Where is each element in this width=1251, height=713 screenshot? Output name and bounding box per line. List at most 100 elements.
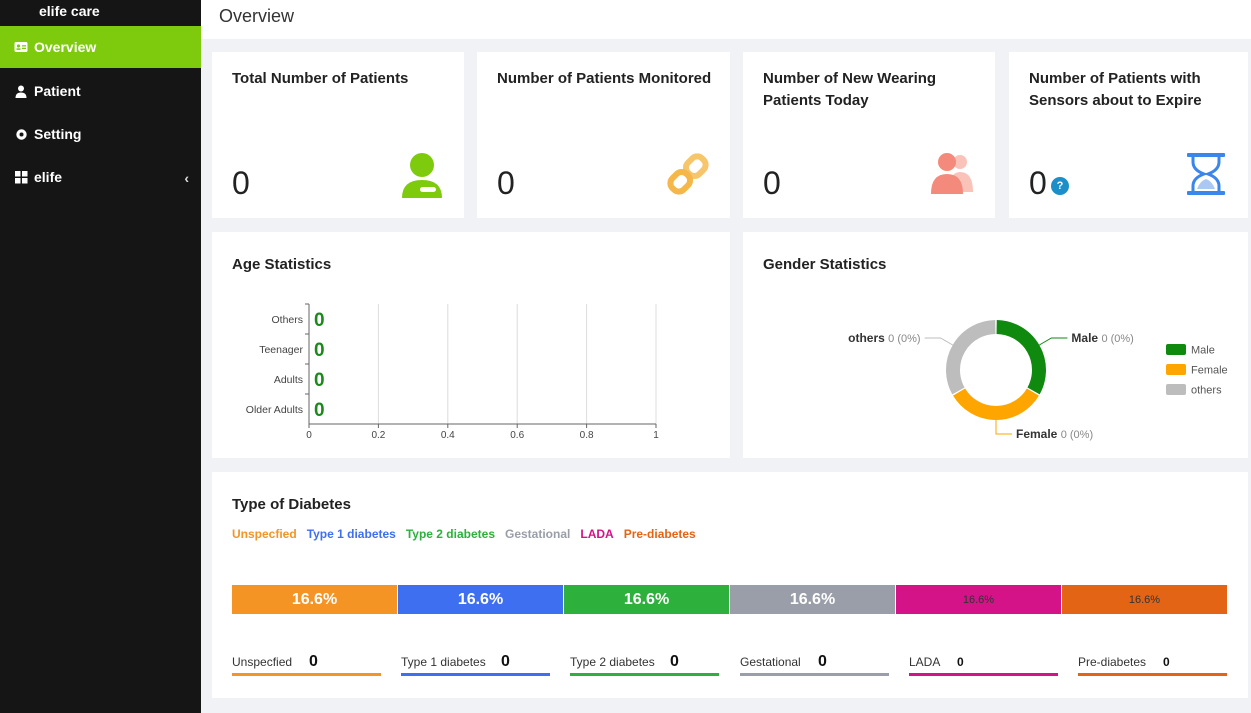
legend-swatch[interactable] xyxy=(1166,364,1186,375)
y-tick-label: Adults xyxy=(274,374,303,386)
percentage-bar-segment[interactable]: 16.6% xyxy=(1062,585,1227,614)
age-statistics-card: Age Statistics 0 0.2 0.4 0.6 0.8 1 Others 0 Teen… xyxy=(212,232,730,458)
id-card-icon xyxy=(14,40,28,54)
gender-statistics-card: Gender Statistics Male 0 (0%) Female 0 (0… xyxy=(743,232,1248,458)
type-count: Unspecfied 0 xyxy=(232,652,381,676)
leader-line xyxy=(995,420,1012,435)
legend-label[interactable]: Female xyxy=(1191,365,1228,377)
legend-item[interactable]: Pre-diabetes xyxy=(623,527,696,541)
x-tick-label: 1 xyxy=(653,430,659,441)
link-icon xyxy=(666,152,710,201)
sidebar-item-label: Setting xyxy=(34,126,82,142)
users-icon xyxy=(929,152,975,201)
stat-title: Total Number of Patients xyxy=(232,68,408,90)
section-title: Type of Diabetes xyxy=(232,496,351,513)
diabetes-card: Type of Diabetes Unspecfied Type 1 diabet… xyxy=(212,472,1248,698)
legend-item[interactable]: Type 2 diabetes xyxy=(405,527,495,541)
leader-line xyxy=(1039,337,1068,346)
type-count-value: 0 xyxy=(670,653,679,670)
type-count-value: 0 xyxy=(309,653,318,670)
stat-value: 0 xyxy=(1029,165,1047,201)
percentage-bar-segment[interactable]: 16.6% xyxy=(398,585,563,614)
percentage-bar-segment[interactable]: 16.6% xyxy=(232,585,397,614)
sidebar-item-elife[interactable]: elife ‹ xyxy=(0,156,201,198)
data-label: 0 xyxy=(314,400,325,421)
x-tick-label: 0.2 xyxy=(371,430,385,441)
legend-label[interactable]: others xyxy=(1191,385,1222,397)
legend-item[interactable]: Unspecfied xyxy=(232,527,297,541)
stat-title: Number of New Wearing Patients Today xyxy=(763,68,936,112)
stat-title-line: Sensors about to Expire xyxy=(1029,92,1202,109)
sidebar-item-patient[interactable]: Patient xyxy=(0,70,201,112)
stat-card-monitored: Number of Patients Monitored 0 xyxy=(477,52,730,218)
grid-icon xyxy=(14,170,28,184)
x-tick-label: 0.6 xyxy=(510,430,524,441)
y-tick-label: Others xyxy=(271,314,303,326)
sidebar-item-label: elife xyxy=(34,169,63,185)
sidebar-item-label: Overview xyxy=(34,39,97,55)
stat-title-line: Number of Patients with xyxy=(1029,70,1201,87)
gear-icon xyxy=(14,127,28,141)
stat-value: 0 xyxy=(232,165,250,201)
leader-line xyxy=(924,337,953,346)
stat-title: Number of Patients with Sensors about to… xyxy=(1029,68,1202,112)
sidebar-item-overview[interactable]: Overview xyxy=(0,26,201,68)
x-tick-label: 0 xyxy=(306,430,312,441)
stat-title-line: Number of New Wearing xyxy=(763,70,937,87)
page-title: Overview xyxy=(219,6,295,26)
age-chart: 0 0.2 0.4 0.6 0.8 1 Others 0 Teenager 0 Adults 0 Old… xyxy=(246,303,659,441)
type-count-value: 0 xyxy=(501,653,510,670)
type-count: Gestational 0 xyxy=(740,652,889,676)
gender-chart: Male 0 (0%) Female 0 (0%) others 0 (0%) Mal… xyxy=(848,320,1228,441)
data-label: 0 xyxy=(314,370,325,391)
help-icon[interactable]: ? xyxy=(1051,177,1069,195)
legend-label[interactable]: Male xyxy=(1191,345,1215,357)
type-count-label: Type 2 diabetes xyxy=(570,655,655,669)
y-tick-label: Older Adults xyxy=(246,404,303,416)
type-count-value: 0 xyxy=(1163,655,1170,669)
brand-name: elife care xyxy=(39,3,100,19)
type-count-value: 0 xyxy=(818,653,827,670)
legend-swatch[interactable] xyxy=(1166,384,1186,395)
type-count-label: Unspecfied xyxy=(232,655,293,669)
legend-swatch[interactable] xyxy=(1166,344,1186,355)
legend-item[interactable]: Type 1 diabetes xyxy=(306,527,396,541)
sidebar-item-setting[interactable]: Setting xyxy=(0,113,201,155)
pie-slice[interactable] xyxy=(946,320,996,395)
legend-item[interactable]: Gestational xyxy=(505,527,571,541)
percentage-bar-segment[interactable]: 16.6% xyxy=(896,585,1061,614)
x-tick-label: 0.4 xyxy=(441,430,455,441)
stat-title-line: Number of Patients Monitored xyxy=(497,70,712,87)
slice-label: others 0 (0%) xyxy=(848,331,920,345)
stat-title: Number of Patients Monitored xyxy=(497,68,711,90)
header: Overview xyxy=(201,0,1251,39)
data-label: 0 xyxy=(314,340,325,361)
section-title: Age Statistics xyxy=(232,256,332,273)
hourglass-icon xyxy=(1184,152,1228,201)
sidebar-item-label: Patient xyxy=(34,83,81,99)
type-count: Type 1 diabetes 0 xyxy=(401,652,550,676)
type-count-value: 0 xyxy=(957,655,964,669)
slice-label: Female 0 (0%) xyxy=(1016,427,1093,441)
chevron-left-icon[interactable]: ‹ xyxy=(184,170,189,186)
type-count: LADA 0 xyxy=(909,652,1058,676)
legend-item[interactable]: LADA xyxy=(580,527,614,541)
type-count-label: Type 1 diabetes xyxy=(401,655,486,669)
stat-title-line: Total Number of Patients xyxy=(232,70,409,87)
percentage-bar-segment[interactable]: 16.6% xyxy=(564,585,729,614)
diabetes-legend: Unspecfied Type 1 diabetes Type 2 diabetes… xyxy=(232,527,696,541)
stat-card-new-wearing: Number of New Wearing Patients Today 0 xyxy=(743,52,995,218)
slice-label: Male 0 (0%) xyxy=(1071,331,1133,345)
section-title: Gender Statistics xyxy=(763,256,887,273)
stat-value: 0 xyxy=(763,165,781,201)
pie-slice[interactable] xyxy=(953,388,1039,420)
type-count-label: LADA xyxy=(909,655,941,669)
sidebar: elife care Overview Patient Setting elif… xyxy=(0,0,201,713)
stat-card-total-patients: Total Number of Patients 0 xyxy=(212,52,464,218)
data-label: 0 xyxy=(314,310,325,331)
pie-slice[interactable] xyxy=(996,320,1046,395)
stat-card-sensors-expire: Number of Patients with Sensors about to… xyxy=(1009,52,1248,218)
stat-value: 0 xyxy=(497,165,515,201)
percentage-bar-segment[interactable]: 16.6% xyxy=(730,585,895,614)
user-icon xyxy=(400,152,444,203)
